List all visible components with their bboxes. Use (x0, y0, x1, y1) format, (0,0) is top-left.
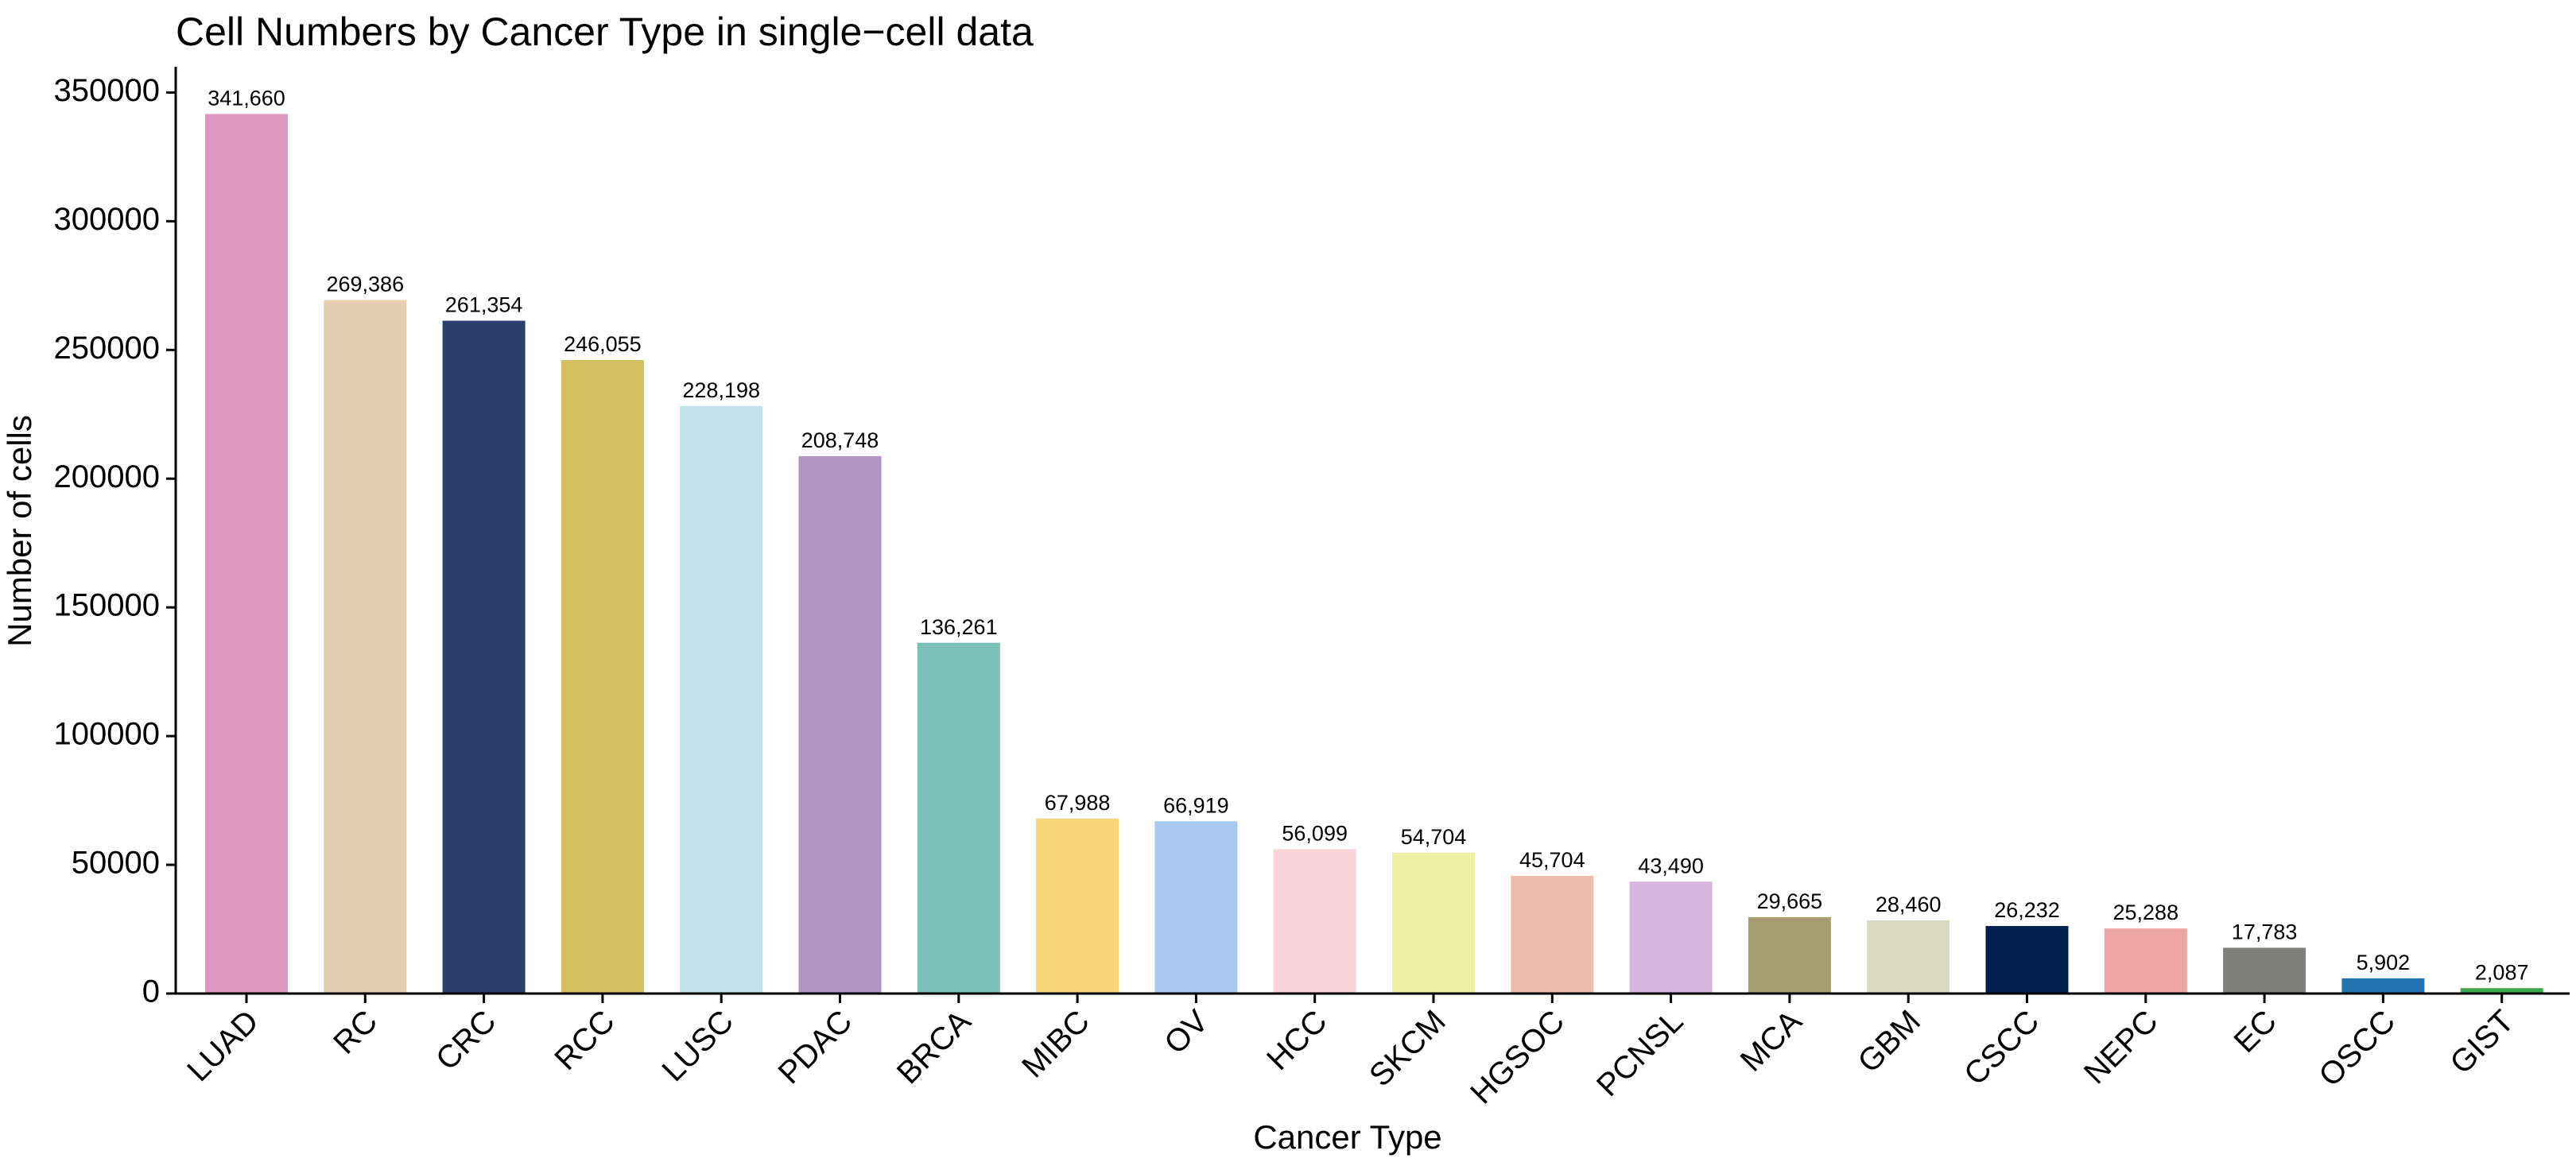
x-tick-label: MCA (1734, 1003, 1809, 1078)
x-tick-label: OV (1158, 1003, 1215, 1060)
y-tick-label: 300000 (54, 202, 160, 237)
x-axis-title: Cancer Type (1253, 1118, 1441, 1156)
value-label: 17,783 (2232, 920, 2298, 944)
y-tick-label: 200000 (54, 459, 160, 494)
y-tick-label: 150000 (54, 588, 160, 623)
bar (2460, 988, 2543, 994)
value-label: 5,902 (2357, 951, 2411, 974)
bar (798, 455, 882, 994)
bar (1867, 920, 1950, 994)
bar (1154, 821, 1238, 994)
value-label: 43,490 (1638, 854, 1704, 877)
value-label: 208,748 (801, 428, 879, 452)
bar (1748, 916, 1831, 994)
value-label: 26,232 (1994, 898, 2060, 922)
bar (1392, 852, 1475, 994)
x-tick-label: MIBC (1015, 1004, 1096, 1085)
value-label: 246,055 (564, 332, 642, 356)
bar (205, 114, 288, 994)
y-axis-title: Number of cells (1, 415, 38, 647)
bar (917, 642, 1000, 994)
value-label: 54,704 (1401, 825, 1467, 849)
y-tick-label: 350000 (54, 73, 160, 108)
bar (561, 360, 644, 994)
chart-title: Cell Numbers by Cancer Type in single−ce… (176, 10, 1034, 54)
x-tick-label: HGSOC (1464, 1004, 1571, 1111)
bar (442, 320, 526, 994)
value-label: 29,665 (1757, 889, 1823, 913)
x-tick-label: LUSC (655, 1004, 740, 1089)
bar (1511, 875, 1594, 994)
bar (2223, 947, 2306, 994)
value-label: 228,198 (682, 378, 760, 402)
y-tick-label: 100000 (54, 717, 160, 752)
value-label: 25,288 (2113, 901, 2179, 924)
x-tick-label: PCNSL (1590, 1004, 1690, 1103)
y-tick-label: 50000 (72, 846, 160, 881)
value-label: 67,988 (1045, 791, 1111, 815)
x-tick-label: SKCM (1363, 1004, 1453, 1094)
y-tick-label: 0 (142, 974, 160, 1009)
x-tick-label: EC (2228, 1004, 2283, 1059)
bar (1985, 926, 2069, 994)
value-label: 269,386 (326, 273, 404, 296)
x-tick-label: GBM (1851, 1004, 1927, 1080)
bar (1273, 849, 1356, 994)
bar (1629, 881, 1713, 994)
value-label: 28,460 (1876, 893, 1942, 916)
x-tick-label: GIST (2443, 1004, 2520, 1081)
x-tick-label: NEPC (2077, 1004, 2165, 1091)
value-label: 66,919 (1163, 793, 1229, 817)
x-tick-label: HCC (1260, 1004, 1333, 1077)
y-tick-label: 250000 (54, 331, 160, 366)
value-label: 136,261 (920, 615, 998, 639)
x-tick-label: RC (327, 1004, 384, 1061)
bar (2341, 978, 2425, 994)
x-tick-label: RCC (548, 1004, 621, 1077)
bar (324, 300, 407, 994)
bar (2104, 928, 2187, 994)
bar (680, 405, 763, 994)
x-tick-label: CRC (429, 1004, 502, 1077)
x-tick-label: LUAD (180, 1004, 266, 1089)
value-label: 341,660 (208, 87, 285, 110)
x-tick-label: PDAC (772, 1004, 859, 1091)
x-tick-label: BRCA (890, 1003, 978, 1090)
value-label: 2,087 (2475, 960, 2529, 984)
x-tick-label: CSCC (1957, 1004, 2046, 1092)
value-label: 261,354 (445, 293, 523, 317)
bar (1036, 818, 1119, 994)
x-tick-label: OSCC (2312, 1004, 2402, 1094)
value-label: 56,099 (1282, 821, 1348, 845)
value-label: 45,704 (1519, 848, 1585, 872)
